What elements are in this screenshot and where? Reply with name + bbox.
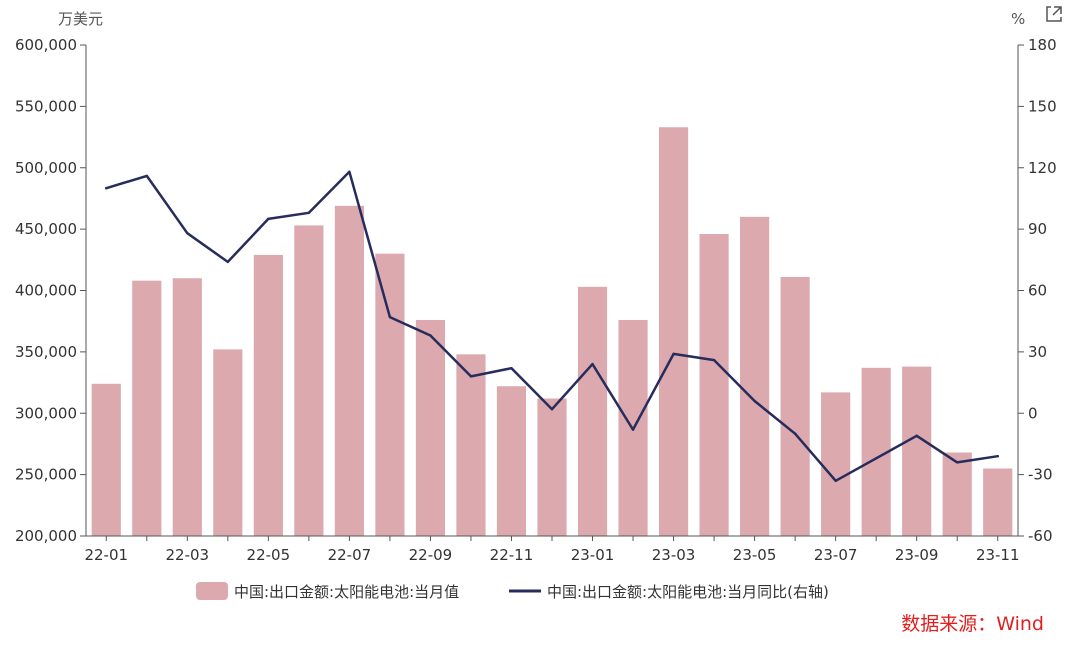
bar	[91, 383, 121, 536]
x-tick-label: 22-03	[166, 546, 210, 564]
line-point	[915, 434, 918, 437]
x-tick-label: 23-07	[814, 546, 858, 564]
line-point	[996, 455, 999, 458]
line-point	[510, 367, 513, 370]
bar	[213, 349, 243, 536]
legend-item-line[interactable]: 中国:出口金额:太阳能电池:当月同比(右轴)	[509, 583, 829, 601]
line-point	[793, 432, 797, 435]
line-point	[753, 399, 756, 403]
line-point	[631, 428, 635, 431]
bar	[699, 234, 729, 536]
x-tick-label: 23-09	[895, 546, 939, 564]
bar	[294, 225, 324, 536]
left-tick-label: 600,000	[15, 36, 77, 54]
line-point	[956, 461, 959, 464]
x-tick-label: 22-11	[490, 546, 534, 564]
bar	[334, 205, 364, 537]
line-point	[267, 217, 270, 221]
x-tick-label: 23-11	[976, 546, 1020, 564]
bar	[740, 216, 770, 536]
left-tick-label: 300,000	[15, 404, 77, 422]
line-point	[469, 375, 473, 378]
legend-bar-swatch	[196, 582, 228, 600]
left-tick-label: 400,000	[15, 282, 77, 300]
external-link-icon[interactable]	[1045, 5, 1062, 22]
line-point	[388, 315, 392, 319]
bar	[902, 366, 932, 536]
bar	[983, 468, 1013, 536]
bar	[942, 452, 972, 536]
legend: 中国:出口金额:太阳能电池:当月值 中国:出口金额:太阳能电池:当月同比(右轴)	[196, 582, 829, 601]
x-tick-label: 23-05	[733, 546, 777, 564]
right-tick-label: 60	[1028, 282, 1047, 300]
left-tick-label: 250,000	[15, 466, 77, 484]
right-tick-label: -30	[1028, 466, 1053, 484]
left-tick-label: 350,000	[15, 343, 77, 361]
line-point	[712, 358, 716, 362]
line-point	[429, 334, 432, 337]
line-point	[550, 407, 554, 411]
right-tick-label: 0	[1028, 404, 1038, 422]
left-tick-label: 200,000	[15, 527, 77, 545]
right-tick-label: 120	[1028, 159, 1057, 177]
left-tick-label: 500,000	[15, 159, 77, 177]
bar	[821, 392, 851, 536]
bar	[496, 386, 527, 536]
bar	[780, 276, 810, 536]
right-tick-label: 30	[1028, 343, 1047, 361]
x-tick-label: 22-09	[409, 546, 453, 564]
bar	[577, 286, 608, 536]
bar	[253, 254, 283, 536]
line-point	[226, 260, 230, 264]
source-label: 数据来源：Wind	[901, 613, 1044, 635]
bar	[456, 354, 486, 536]
right-tick-label: 90	[1028, 220, 1047, 238]
line-series	[105, 170, 999, 483]
x-tick-label: 23-01	[571, 546, 615, 564]
line-point	[591, 362, 594, 366]
bar-series	[91, 127, 1013, 537]
right-unit-label: %	[1011, 10, 1025, 28]
x-tick-label: 23-03	[652, 546, 696, 564]
line-point	[348, 170, 351, 174]
line-point	[145, 174, 148, 178]
line-point	[186, 232, 189, 235]
left-tick-label: 450,000	[15, 220, 77, 238]
legend-item-bar[interactable]: 中国:出口金额:太阳能电池:当月值	[196, 582, 459, 601]
left-tick-label: 550,000	[15, 97, 77, 115]
line-point	[307, 211, 311, 214]
x-tick-label: 22-01	[84, 546, 128, 564]
line-point	[105, 187, 108, 190]
bar	[658, 127, 689, 537]
bar	[375, 253, 405, 537]
right-tick-label: 150	[1028, 97, 1057, 115]
bar	[172, 278, 202, 536]
x-tick-label: 22-07	[328, 546, 372, 564]
bar	[132, 280, 162, 536]
left-unit-label: 万美元	[58, 10, 103, 28]
legend-bar-label: 中国:出口金额:太阳能电池:当月值	[234, 583, 459, 601]
bar	[537, 398, 567, 536]
line-point	[874, 457, 878, 460]
right-tick-label: -60	[1028, 527, 1053, 545]
bar	[415, 319, 446, 536]
line-point	[672, 352, 675, 356]
axes: 200,000 250,000 300,000 350,000 400,000 450,0…	[15, 36, 1057, 564]
line-point	[834, 479, 837, 482]
x-tick-label: 22-05	[247, 546, 291, 564]
legend-line-label: 中国:出口金额:太阳能电池:当月同比(右轴)	[547, 583, 829, 601]
right-tick-label: 180	[1028, 36, 1057, 54]
